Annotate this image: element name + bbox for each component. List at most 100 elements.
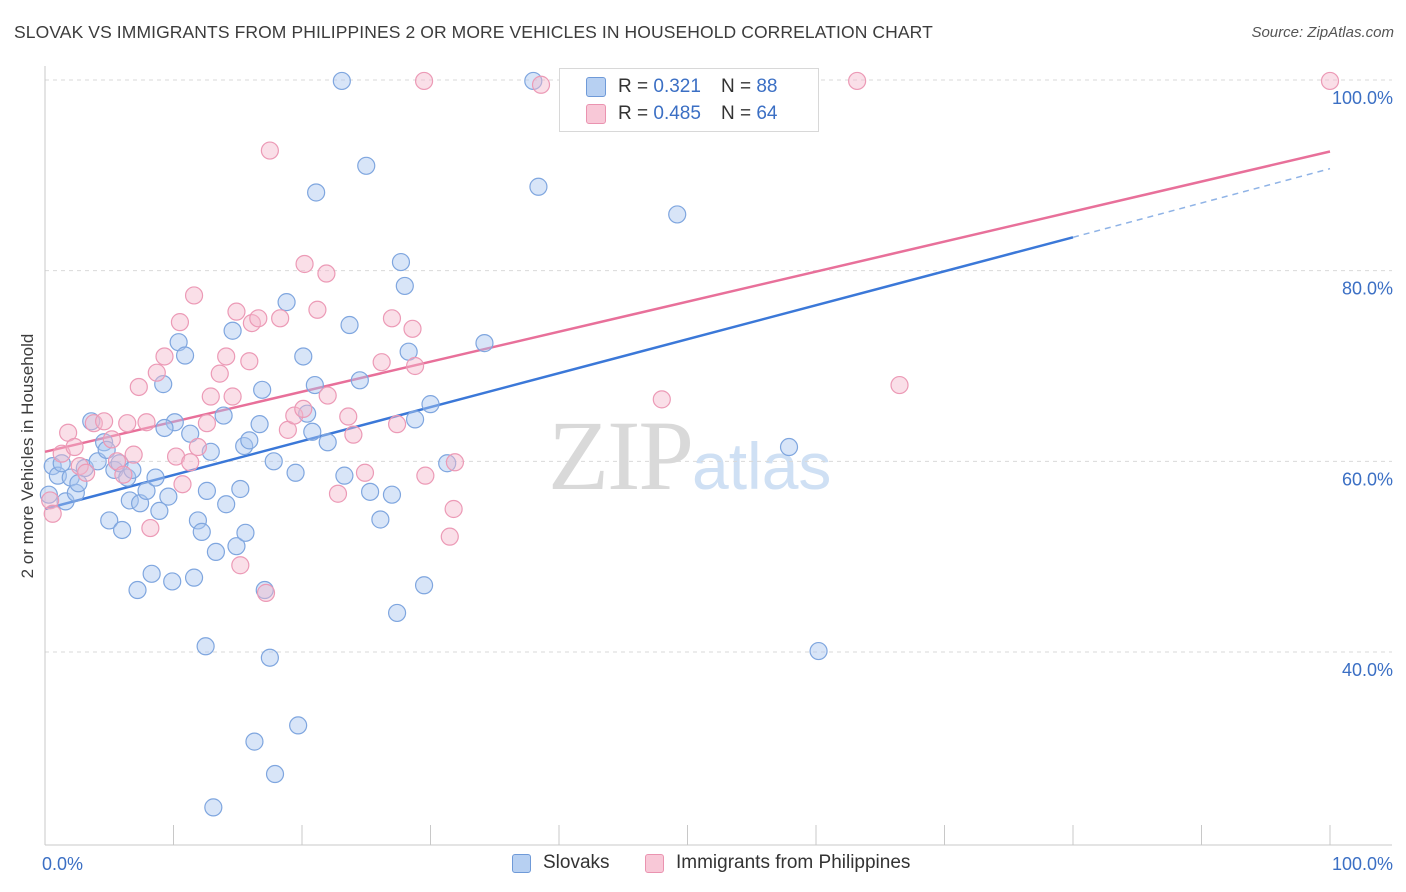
point-philippines <box>43 504 62 523</box>
point-philippines <box>65 437 84 457</box>
point-slovaks <box>340 315 359 335</box>
legend-label-slovaks: Slovaks <box>543 852 610 873</box>
point-slovaks <box>438 454 457 473</box>
point-philippines <box>372 353 391 372</box>
r-label: R = <box>618 103 649 124</box>
point-philippines <box>318 386 337 405</box>
point-slovaks <box>236 523 255 542</box>
point-slovaks <box>165 413 184 432</box>
legend-label-philippines: Immigrants from Philippines <box>676 852 911 873</box>
point-philippines <box>141 518 160 538</box>
point-philippines <box>294 399 313 418</box>
point-slovaks <box>214 406 233 425</box>
point-philippines <box>444 499 463 519</box>
trend-line-philippines <box>44 150 1331 454</box>
point-slovaks <box>265 764 285 784</box>
point-slovaks <box>137 481 156 500</box>
point-philippines <box>848 71 867 91</box>
y-tick-label: 60.0% <box>1342 469 1393 489</box>
point-philippines <box>102 430 121 449</box>
point-slovaks <box>335 466 354 485</box>
point-slovaks <box>318 433 337 452</box>
point-slovaks <box>277 293 296 312</box>
point-slovaks <box>414 576 434 595</box>
point-slovaks <box>223 321 242 340</box>
legend-swatch-pink <box>586 104 606 124</box>
point-slovaks <box>123 460 142 480</box>
correlation-legend: R = 0.321 N = 88 R = 0.485 N = 64 <box>559 68 819 132</box>
point-slovaks <box>142 564 161 583</box>
point-philippines <box>227 302 246 321</box>
point-philippines <box>295 254 314 274</box>
point-slovaks <box>405 410 425 429</box>
trend-lines <box>44 150 1331 511</box>
point-philippines <box>217 347 236 366</box>
point-philippines <box>197 414 217 433</box>
series-legend: Slovaks Immigrants from Philippines <box>0 852 1406 878</box>
point-slovaks <box>120 491 139 510</box>
point-slovaks <box>294 347 313 366</box>
legend-row-philippines: R = 0.485 N = 64 <box>586 103 777 125</box>
point-philippines <box>173 475 192 494</box>
y-tick-label: 40.0% <box>1342 660 1393 680</box>
point-philippines <box>1320 71 1340 91</box>
point-slovaks <box>146 468 165 487</box>
point-philippines <box>231 556 250 575</box>
point-slovaks <box>245 732 264 751</box>
point-slovaks <box>421 395 440 414</box>
point-slovaks <box>175 346 195 365</box>
point-philippines <box>77 463 96 482</box>
point-philippines <box>652 390 671 409</box>
watermark-zip: ZIP <box>548 400 694 511</box>
point-slovaks <box>150 501 169 521</box>
point-philippines <box>382 309 402 328</box>
point-philippines <box>184 286 204 305</box>
point-slovaks <box>303 422 322 441</box>
point-philippines <box>260 141 279 160</box>
point-philippines <box>531 75 551 94</box>
point-slovaks <box>82 412 101 431</box>
point-philippines <box>147 363 166 382</box>
legend-swatch-blue <box>586 77 606 97</box>
point-slovaks <box>154 375 173 394</box>
legend-item-slovaks[interactable]: Slovaks <box>512 852 610 874</box>
point-philippines <box>137 413 156 432</box>
point-slovaks <box>100 511 119 530</box>
point-philippines <box>181 453 200 472</box>
point-philippines <box>308 300 327 319</box>
point-philippines <box>285 406 304 425</box>
point-philippines <box>344 425 363 444</box>
point-philippines <box>445 453 465 472</box>
point-slovaks <box>227 537 246 556</box>
x-tick-label: 0.0% <box>42 854 83 874</box>
point-slovaks <box>204 798 223 817</box>
point-slovaks <box>350 371 369 390</box>
point-slovaks <box>382 485 402 504</box>
legend-swatch-slovaks <box>512 853 531 873</box>
watermark-atlas: atlas <box>692 429 832 503</box>
trend-line-slovaks <box>44 236 1074 511</box>
n-label: N = <box>720 76 752 97</box>
point-slovaks <box>475 334 494 353</box>
point-philippines <box>210 364 229 383</box>
point-philippines <box>317 264 336 283</box>
point-philippines <box>155 347 174 366</box>
point-slovaks <box>231 479 250 499</box>
r-value: 0.485 <box>653 103 701 124</box>
point-slovaks <box>184 568 204 587</box>
data-points <box>39 71 1340 817</box>
point-philippines <box>223 387 242 406</box>
point-slovaks <box>235 436 254 456</box>
watermark: ZIPatlas <box>548 398 831 513</box>
n-label: N = <box>720 103 752 124</box>
point-philippines <box>114 465 133 484</box>
legend-item-philippines[interactable]: Immigrants from Philippines <box>645 852 910 874</box>
point-philippines <box>129 377 148 397</box>
point-slovaks <box>332 71 351 91</box>
point-slovaks <box>286 463 305 482</box>
point-slovaks <box>371 510 390 529</box>
point-philippines <box>188 437 208 457</box>
legend-swatch-philippines <box>645 853 664 873</box>
x-tick-label: 100.0% <box>1332 854 1393 874</box>
